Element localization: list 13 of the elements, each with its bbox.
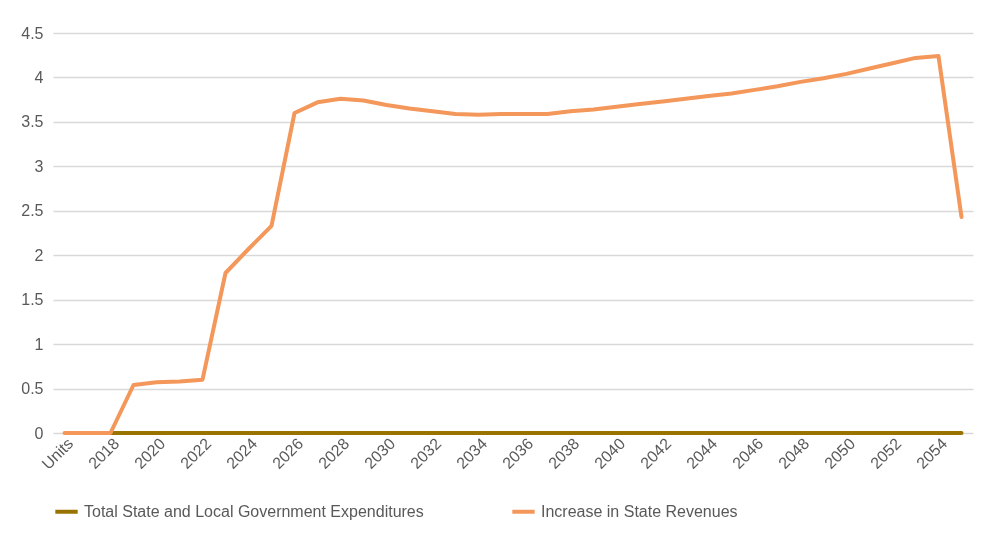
y-tick-label: 0 <box>34 424 44 442</box>
line-series <box>62 54 964 435</box>
y-tick-label: 2 <box>34 246 44 264</box>
y-tick-label: 3 <box>34 157 44 175</box>
legend-label: Total State and Local Government Expenditures <box>84 502 424 520</box>
y-tick-label: 4 <box>34 68 44 86</box>
y-tick-label: 2.5 <box>21 202 44 220</box>
y-tick-label: 3.5 <box>21 113 44 131</box>
y-tick-label: 4.5 <box>21 24 44 42</box>
y-tick-label: 1 <box>34 335 44 353</box>
legend-label: Increase in State Revenues <box>541 502 738 520</box>
y-tick-label: 1.5 <box>21 291 44 309</box>
y-tick-label: 0.5 <box>21 380 44 398</box>
